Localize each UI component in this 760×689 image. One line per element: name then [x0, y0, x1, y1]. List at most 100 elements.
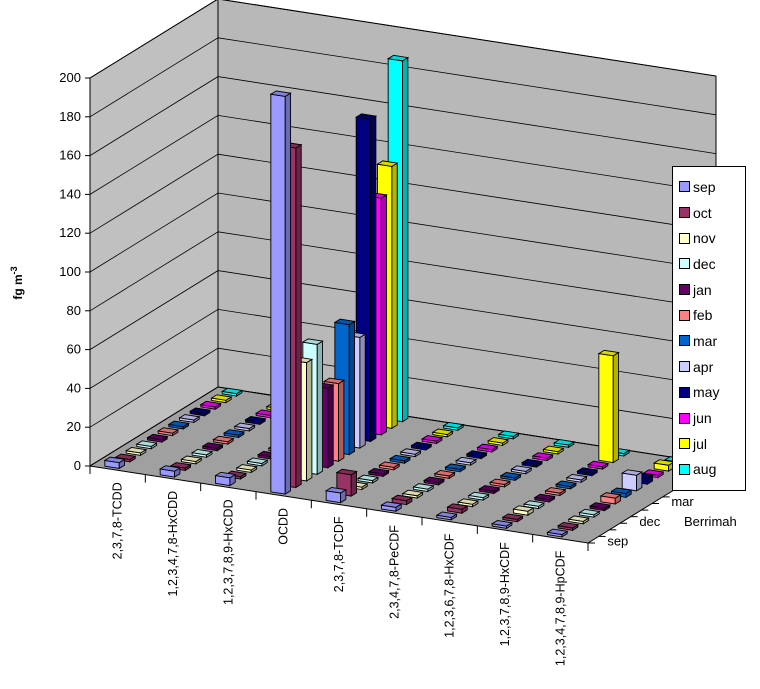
bar [454, 456, 478, 466]
bar-side [370, 115, 377, 443]
bar [499, 471, 522, 482]
gridline [89, 0, 717, 79]
bar-top [169, 462, 192, 469]
bar [420, 435, 444, 445]
bar [103, 456, 126, 470]
y-tick-label: 160 [59, 148, 81, 163]
bar-side [338, 379, 345, 463]
bar-top [212, 435, 235, 443]
gridline [89, 270, 717, 350]
bar [435, 511, 458, 521]
bar-top [554, 480, 578, 487]
legend-item: dec [679, 251, 745, 277]
bar-top [501, 513, 524, 520]
bar [324, 486, 348, 504]
bar [233, 422, 256, 432]
legend-label: may [693, 384, 720, 401]
bar-top [586, 460, 610, 468]
y-axis: 0 20 40 60 80 100 120 140 160 180 200 [59, 70, 90, 473]
bar [380, 501, 403, 513]
legend-swatch [679, 412, 690, 424]
bar-top [578, 508, 601, 516]
bar-top [454, 456, 478, 464]
bar [544, 487, 567, 497]
bar-top [390, 494, 414, 502]
bar [488, 478, 512, 488]
bar [476, 443, 499, 453]
bar-top [510, 465, 533, 472]
bar-top [412, 483, 435, 490]
bar [597, 349, 620, 464]
legend-label: jun [693, 410, 712, 427]
bar-side [316, 340, 324, 476]
bar-top [224, 470, 248, 478]
category-label: 2,3,7,8-TCDF [332, 516, 346, 592]
category-label: 1,2,3,7,8,9-HxCDD [221, 499, 235, 605]
bar [442, 421, 465, 432]
bar-top [354, 113, 378, 120]
bar [433, 470, 456, 480]
legend-swatch [679, 258, 690, 270]
legend-label: jan [693, 281, 712, 298]
bar [576, 467, 599, 477]
bar [542, 445, 565, 455]
bar-top [201, 442, 224, 449]
legend-item: apr [679, 354, 745, 380]
bar-top [588, 502, 612, 509]
y-tick-label: 120 [59, 225, 81, 240]
y-tick-label: 140 [59, 186, 81, 201]
bar-top [367, 468, 390, 475]
bar [552, 439, 576, 449]
legend-swatch [679, 335, 690, 347]
bar-top [114, 453, 137, 461]
bar [486, 437, 510, 447]
bar-top [410, 441, 433, 449]
bar [201, 442, 224, 452]
bar [422, 476, 446, 486]
bar [490, 520, 514, 530]
legend-swatch [679, 463, 690, 475]
bar-side [612, 351, 620, 464]
bar [220, 387, 244, 397]
legend-label: oct [693, 204, 712, 221]
legend-swatch [679, 438, 690, 450]
category-axis-labels: 2,3,7,8-TCDD 1,2,3,4,7,8-HxCDD 1,2,3,7,8,9… [89, 466, 589, 666]
bar-top [599, 492, 622, 499]
bar-top [531, 452, 554, 459]
bar-top [188, 407, 212, 414]
bar-top [235, 464, 258, 471]
chart-gridlines [89, 0, 717, 467]
depth-axis-title: Berrimah [684, 514, 737, 529]
legend-item: aug [679, 457, 745, 483]
bar-side [380, 194, 388, 436]
bar [378, 461, 401, 471]
category-label: 2,3,4,7,8-PeCDF [387, 525, 401, 619]
bar [269, 90, 292, 495]
bar-side [391, 162, 398, 430]
bar-top [335, 468, 358, 476]
gridline [89, 76, 717, 156]
bar-top [422, 476, 446, 484]
legend-label: jul [693, 435, 708, 452]
legend-swatch [679, 181, 690, 193]
bar-top [378, 461, 401, 468]
category-label: 2,3,7,8-TCDD [111, 482, 125, 559]
bar [586, 460, 610, 470]
bar-front [598, 353, 614, 464]
gridline [89, 386, 717, 467]
bar-top [399, 448, 422, 455]
bar-side [350, 470, 358, 497]
bar-top [544, 487, 567, 494]
legend-item: mar [679, 328, 745, 354]
bar [444, 463, 467, 473]
bar [446, 503, 469, 515]
bar-top [178, 414, 201, 421]
bar-top [244, 416, 267, 423]
bar-top [465, 450, 488, 457]
bar-top [556, 522, 580, 529]
category-label: 1,2,3,7,8,9-HxCDF [498, 542, 512, 647]
gridline [89, 37, 717, 118]
bar [599, 492, 622, 505]
bar-top [444, 463, 467, 470]
bar [556, 522, 580, 532]
